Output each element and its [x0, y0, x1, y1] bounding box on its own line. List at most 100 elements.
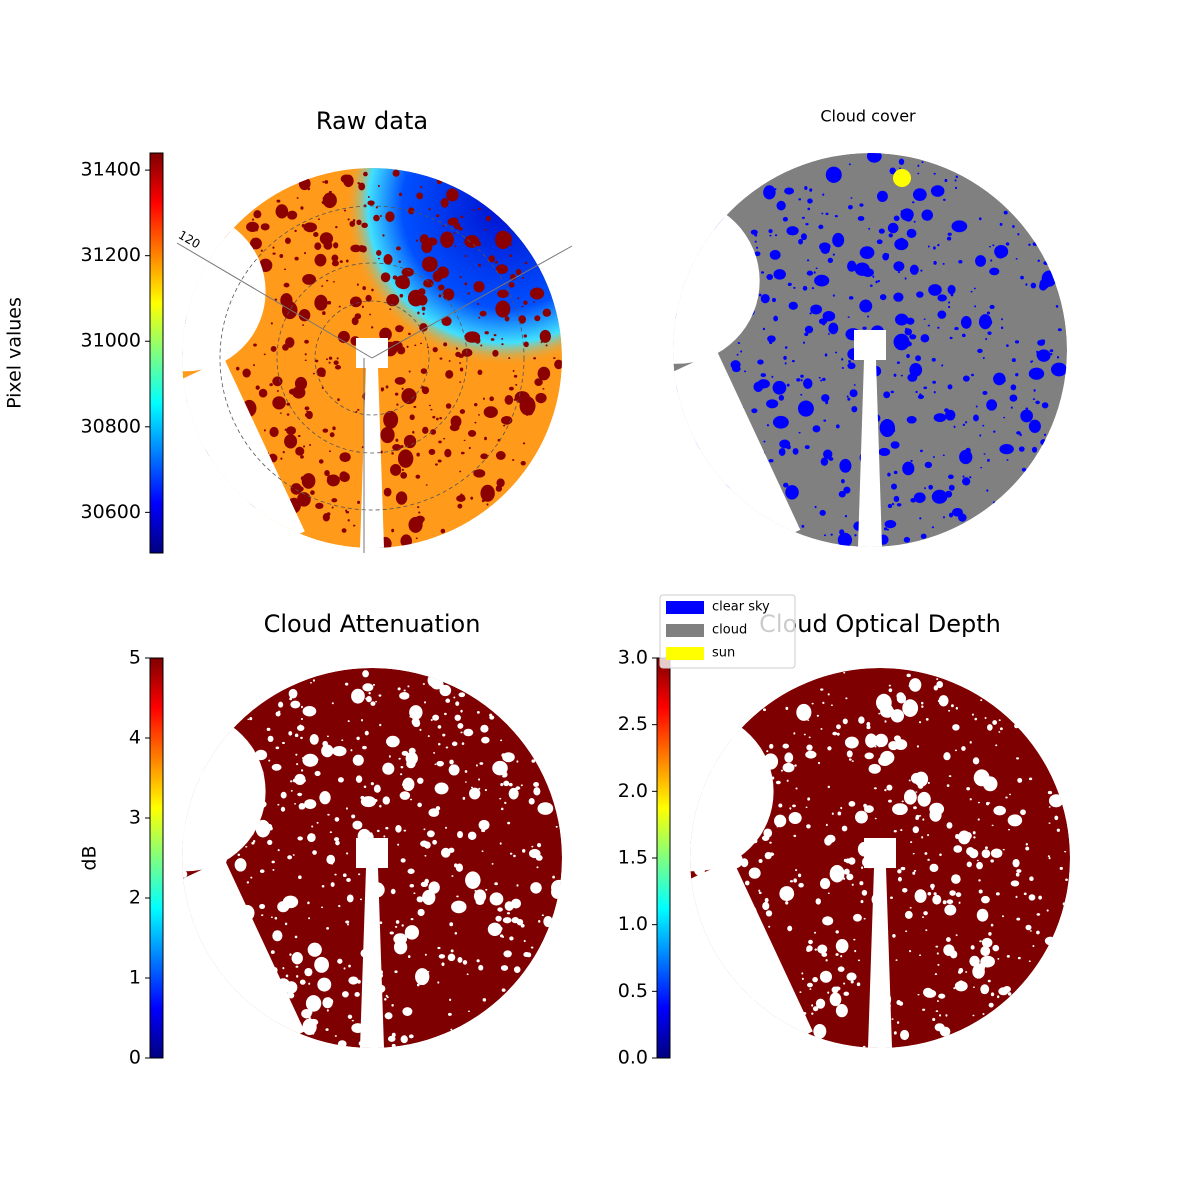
- cloud-gap: [242, 368, 251, 378]
- cloud-gap: [946, 822, 953, 829]
- cloud-gap: [982, 356, 985, 359]
- cloud-gap: [853, 384, 856, 386]
- cloud-gap: [541, 914, 544, 917]
- cloud-gap: [266, 823, 273, 829]
- sky-image: [673, 153, 1067, 547]
- cloud-gap: [551, 885, 562, 899]
- cloud-gap: [329, 831, 333, 834]
- cloud-gap: [916, 291, 924, 298]
- cloud-gap: [294, 935, 298, 939]
- cloud-gap: [454, 714, 461, 721]
- colorbar-label: dB: [79, 845, 101, 870]
- cloud-gap: [982, 390, 988, 395]
- cloud-gap: [500, 739, 503, 742]
- cloud-gap: [857, 959, 861, 962]
- cloud-gap: [969, 955, 980, 967]
- cloud-gap: [1014, 340, 1020, 344]
- cloud-gap: [990, 923, 994, 927]
- cloud-gap: [305, 995, 322, 1012]
- colorbar-tick-label: 30600: [81, 501, 141, 523]
- cloud-gap: [380, 272, 391, 283]
- cloud-gap: [1001, 318, 1004, 321]
- cloud-gap: [306, 186, 309, 189]
- cloud-gap: [947, 232, 952, 236]
- cloud-gap: [365, 294, 372, 302]
- cloud-gap: [886, 253, 890, 257]
- cloud-gap: [938, 993, 946, 999]
- cloud-gap: [893, 470, 898, 475]
- cloud-gap: [847, 260, 857, 272]
- cloud-gap: [289, 982, 296, 988]
- cloud-gap: [933, 260, 937, 265]
- colorbar-tick-label: 5: [129, 647, 141, 669]
- cloud-gap: [545, 344, 548, 347]
- cloud-gap: [912, 188, 927, 202]
- cloud-gap: [534, 315, 541, 322]
- cloud-gap: [867, 315, 870, 318]
- cloud-gap: [506, 912, 511, 915]
- cloud-gap: [834, 986, 841, 991]
- cloud-gap: [920, 533, 927, 539]
- cloud-gap: [326, 474, 340, 487]
- cloud-gap: [288, 388, 298, 395]
- polar-label: 120: [176, 228, 203, 252]
- cloud-gap: [791, 359, 795, 363]
- cloud-gap: [317, 977, 332, 992]
- cloud-gap: [829, 864, 845, 883]
- cloud-gap: [814, 505, 817, 509]
- cloud-gap: [347, 1014, 353, 1019]
- cloud-gap: [986, 311, 991, 315]
- cloud-gap: [276, 199, 281, 203]
- cloud-gap: [818, 376, 821, 379]
- cloud-gap: [347, 218, 350, 221]
- cloud-gap: [417, 777, 424, 784]
- cloud-gap: [480, 344, 483, 347]
- cloud-gap: [801, 216, 805, 219]
- cloud-gap: [931, 526, 935, 529]
- cloud-gap: [843, 877, 846, 880]
- cloud-gap: [271, 860, 275, 864]
- cloud-gap: [500, 965, 509, 971]
- cloud-gap: [283, 282, 290, 288]
- cloud-gap: [288, 731, 293, 736]
- cloud-gap: [459, 367, 464, 372]
- cloud-gap: [784, 346, 788, 349]
- cloud-gap: [296, 763, 299, 766]
- cloud-gap: [400, 445, 404, 449]
- cloud-gap: [480, 724, 489, 733]
- cloud-gap: [917, 164, 920, 167]
- cloud-gap: [328, 450, 331, 453]
- cloud-gap: [834, 215, 838, 218]
- legend-swatch: [666, 601, 704, 614]
- cloud-gap: [301, 473, 316, 489]
- cloud-gap: [391, 528, 395, 533]
- cloud-gap: [1025, 924, 1032, 931]
- cloud-gap: [949, 890, 956, 896]
- cloud-gap: [314, 956, 329, 973]
- cloud-gap: [543, 332, 547, 336]
- cloud-gap: [823, 534, 827, 537]
- cloud-gap: [1043, 433, 1047, 437]
- cloud-gap: [1028, 419, 1041, 433]
- cloud-gap: [1035, 400, 1040, 405]
- obstruction: [182, 859, 305, 1048]
- cloud-gap: [521, 305, 524, 308]
- cloud-gap: [820, 457, 829, 466]
- cloud-gap: [312, 679, 315, 682]
- cloud-gap: [270, 916, 273, 918]
- cloud-gap: [276, 390, 279, 392]
- cloud-gap: [978, 879, 981, 882]
- cloud-gap: [947, 305, 951, 309]
- cloud-gap: [435, 463, 438, 466]
- cloud-gap: [774, 188, 777, 191]
- cloud-gap: [371, 288, 374, 292]
- cloud-gap: [972, 1014, 975, 1017]
- cloud-gap: [357, 873, 361, 876]
- cloud-gap: [455, 347, 459, 350]
- cloud-gap: [942, 262, 945, 265]
- cloud-gap: [887, 222, 899, 234]
- cloud-gap: [883, 696, 889, 701]
- cloud-gap: [481, 736, 490, 744]
- cloud-gap: [896, 692, 905, 700]
- cloud-gap: [451, 741, 458, 747]
